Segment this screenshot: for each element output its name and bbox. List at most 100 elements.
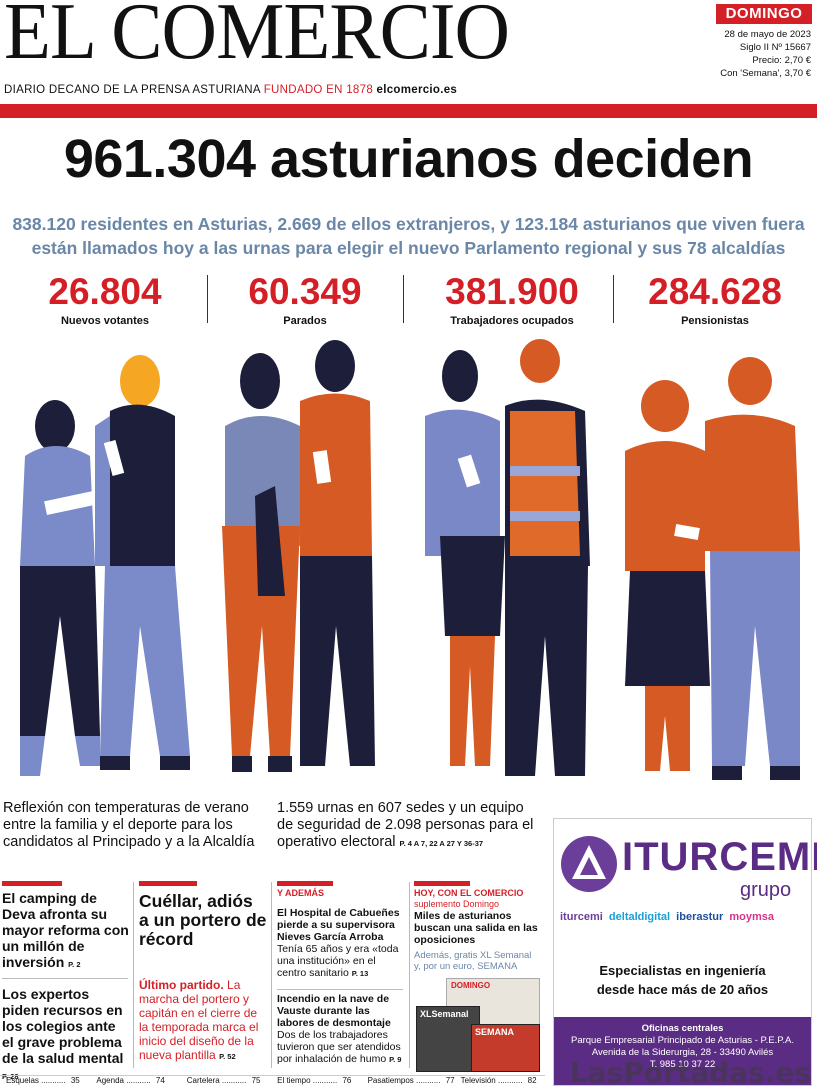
col1-story1-page: P. 2 — [68, 960, 81, 969]
semana-cover: SEMANA — [471, 1024, 540, 1072]
col4-section-label: HOY, CON EL COMERCIO — [414, 888, 524, 898]
stat-label: Pensionistas — [681, 315, 749, 327]
issue-info: 28 de mayo de 2023 Siglo II Nº 15667 Pre… — [720, 28, 811, 80]
col1-accent-bar — [2, 881, 62, 886]
ad-office-footer: Oficinas centrales Parque Empresarial Pr… — [554, 1017, 811, 1085]
stat-value: 284.628 — [648, 271, 782, 312]
brand-deltaldigital: deltaldigital — [608, 911, 671, 923]
column-rule — [409, 882, 410, 1068]
index-item[interactable]: Esquelas ........... 35 — [6, 1076, 80, 1085]
index-item[interactable]: Televisión ........... 82 — [460, 1076, 537, 1085]
iturcemi-logo: ITURCEMI grupo — [560, 831, 817, 911]
office-phone: T. 985 10 37 22 — [649, 1059, 716, 1070]
woman-grey-figure — [222, 353, 305, 772]
col1-story1[interactable]: El camping de Deva afronta su mayor refo… — [2, 890, 130, 973]
column-rule — [133, 882, 134, 1068]
brand-iberastur: iberastur — [676, 911, 724, 923]
tagline-founded: FUNDADO EN 1878 — [263, 84, 374, 96]
man-orange-figure — [300, 340, 375, 766]
col4-accent-bar — [414, 881, 470, 886]
subhead-line-2: están llamados hoy a las urnas para eleg… — [31, 238, 786, 258]
index-item[interactable]: Agenda ........... 74 — [96, 1076, 165, 1085]
index-item[interactable]: Cartelera ........... 75 — [186, 1076, 261, 1085]
tagline: DIARIO DECANO DE LA PRENSA ASTURIANA FUN… — [4, 84, 457, 96]
index-item[interactable]: El tiempo ........... 76 — [277, 1076, 352, 1085]
stat-label: Trabajadores ocupados — [450, 315, 574, 327]
col3-story2-page: P. 9 — [389, 1055, 402, 1064]
issue-number: Siglo II Nº 15667 — [739, 42, 811, 53]
col4-extra: Además, gratis XL Semanal y, por un euro… — [414, 950, 532, 972]
index-item[interactable]: Pasatiempos ........... 77 — [367, 1076, 455, 1085]
older-woman-figure — [625, 380, 710, 771]
col3-story2-text: Dos de los trabajadores tuvieron que ser… — [277, 1029, 402, 1065]
brief-right-text: 1.559 urnas en 607 sedes y un equipo de … — [277, 800, 534, 850]
masthead-divider-bar — [0, 104, 817, 118]
main-subhead: 838.120 residentes en Asturias, 2.669 de… — [0, 212, 817, 260]
stat-pensioners: 284.628 Pensionistas — [615, 270, 815, 327]
tagline-main: DIARIO DECANO DE LA PRENSA ASTURIANA — [4, 84, 261, 96]
iturcemi-brand: ITURCEMI — [622, 835, 817, 879]
iturcemi-advertisement[interactable]: ITURCEMI grupo iturcemi deltaldigital ib… — [553, 818, 817, 1086]
stat-divider — [207, 275, 208, 323]
issue-price-semana: Con 'Semana', 3,70 € — [720, 68, 811, 79]
office-line-2: Avenida de la Siderurgia, 28 - 33490 Avi… — [591, 1047, 774, 1058]
young-man-figure — [95, 355, 190, 770]
col2-title[interactable]: Cuéllar, adiós a un portero de récord — [139, 891, 267, 949]
ad-spec-line-2: desde hace más de 20 años — [596, 982, 769, 997]
col3-story1-title: El Hospital de Cabueñes pierde a su supe… — [277, 907, 400, 943]
col1-story2-page: P. 28 — [2, 1072, 19, 1081]
older-man-figure — [705, 357, 800, 780]
iturcemi-logo-icon — [561, 836, 617, 892]
stat-unemployed: 60.349 Parados — [205, 270, 405, 327]
col3-story2-title: Incendio en la nave de Vauste durante la… — [277, 993, 391, 1029]
col1-divider — [2, 978, 128, 979]
ad-specialty: Especialistas en ingeniería desde hace m… — [554, 961, 811, 999]
office-line-1: Parque Empresarial Principado de Asturia… — [570, 1035, 795, 1046]
xlsemanal-cover-title: XLSemanal — [420, 1009, 469, 1019]
main-headline: 961.304 asturianos deciden — [63, 129, 754, 189]
col3-section-label: Y ADEMÁS — [277, 888, 325, 898]
semana-cover-title: SEMANA — [475, 1027, 515, 1037]
supplement-covers[interactable]: DOMINGO XLSemanal SEMANA — [416, 978, 540, 1072]
col3-story1-page: P. 13 — [351, 969, 369, 978]
brief-right[interactable]: 1.559 urnas en 607 sedes y un equipo de … — [277, 800, 539, 852]
col3-story2[interactable]: Incendio en la nave de Vauste durante la… — [277, 993, 405, 1066]
masthead-title: EL COMERCIO — [4, 0, 510, 76]
col1-story2[interactable]: Los expertos piden recursos en los coleg… — [2, 986, 130, 1085]
stat-divider — [403, 275, 404, 323]
tagline-site-link[interactable]: elcomercio.es — [376, 84, 458, 96]
construction-worker-figure — [505, 339, 590, 776]
stat-value: 60.349 — [248, 271, 362, 312]
brand-iturcemi: iturcemi — [560, 911, 603, 923]
column-rule — [271, 882, 272, 1068]
col1-story1-title: El camping de Deva afronta su mayor refo… — [2, 890, 129, 970]
col1-story2-title: Los expertos piden recursos en los coleg… — [2, 986, 124, 1066]
col3-story1[interactable]: El Hospital de Cabueñes pierde a su supe… — [277, 907, 405, 980]
issue-date: 28 de mayo de 2023 — [724, 29, 811, 40]
ad-brands: iturcemi deltaldigital iberastur moymsa — [560, 911, 806, 923]
stat-label: Nuevos votantes — [60, 315, 150, 327]
subhead-line-1: 838.120 residentes en Asturias, 2.669 de… — [12, 214, 805, 234]
watermark: LasPortadas.es — [569, 1056, 811, 1089]
col2-accent-bar — [139, 881, 197, 886]
col3-story1-text: Tenía 65 años y era «toda una institució… — [277, 943, 399, 979]
col4-supplement: suplemento Domingo — [414, 899, 500, 909]
stat-value: 26.804 — [48, 271, 162, 312]
col2-story: Último partido. La marcha del portero y … — [139, 978, 267, 1064]
brief-right-pages: P. 4 A 7, 22 A 27 Y 36-37 — [399, 839, 484, 848]
woman-worker-figure — [425, 350, 505, 766]
col3-accent-bar — [277, 881, 333, 886]
stat-label: Parados — [283, 315, 327, 327]
col4-title[interactable]: Miles de asturianos buscan una salida en… — [414, 910, 538, 946]
day-badge: DOMINGO — [716, 4, 812, 24]
brand-moymsa: moymsa — [729, 911, 775, 923]
office-title: Oficinas centrales — [641, 1023, 724, 1034]
page-index: Esquelas ........... 35 Agenda .........… — [0, 1075, 545, 1090]
col3-divider — [277, 989, 403, 990]
issue-price: Precio: 2,70 € — [752, 55, 811, 66]
iturcemi-brand-sub: grupo — [740, 879, 792, 901]
brief-left[interactable]: Reflexión con temperaturas de verano ent… — [3, 800, 255, 850]
voters-illustration — [20, 339, 800, 780]
col2-page: P. 52 — [219, 1052, 236, 1061]
col2-kicker: Último partido. — [139, 978, 224, 992]
